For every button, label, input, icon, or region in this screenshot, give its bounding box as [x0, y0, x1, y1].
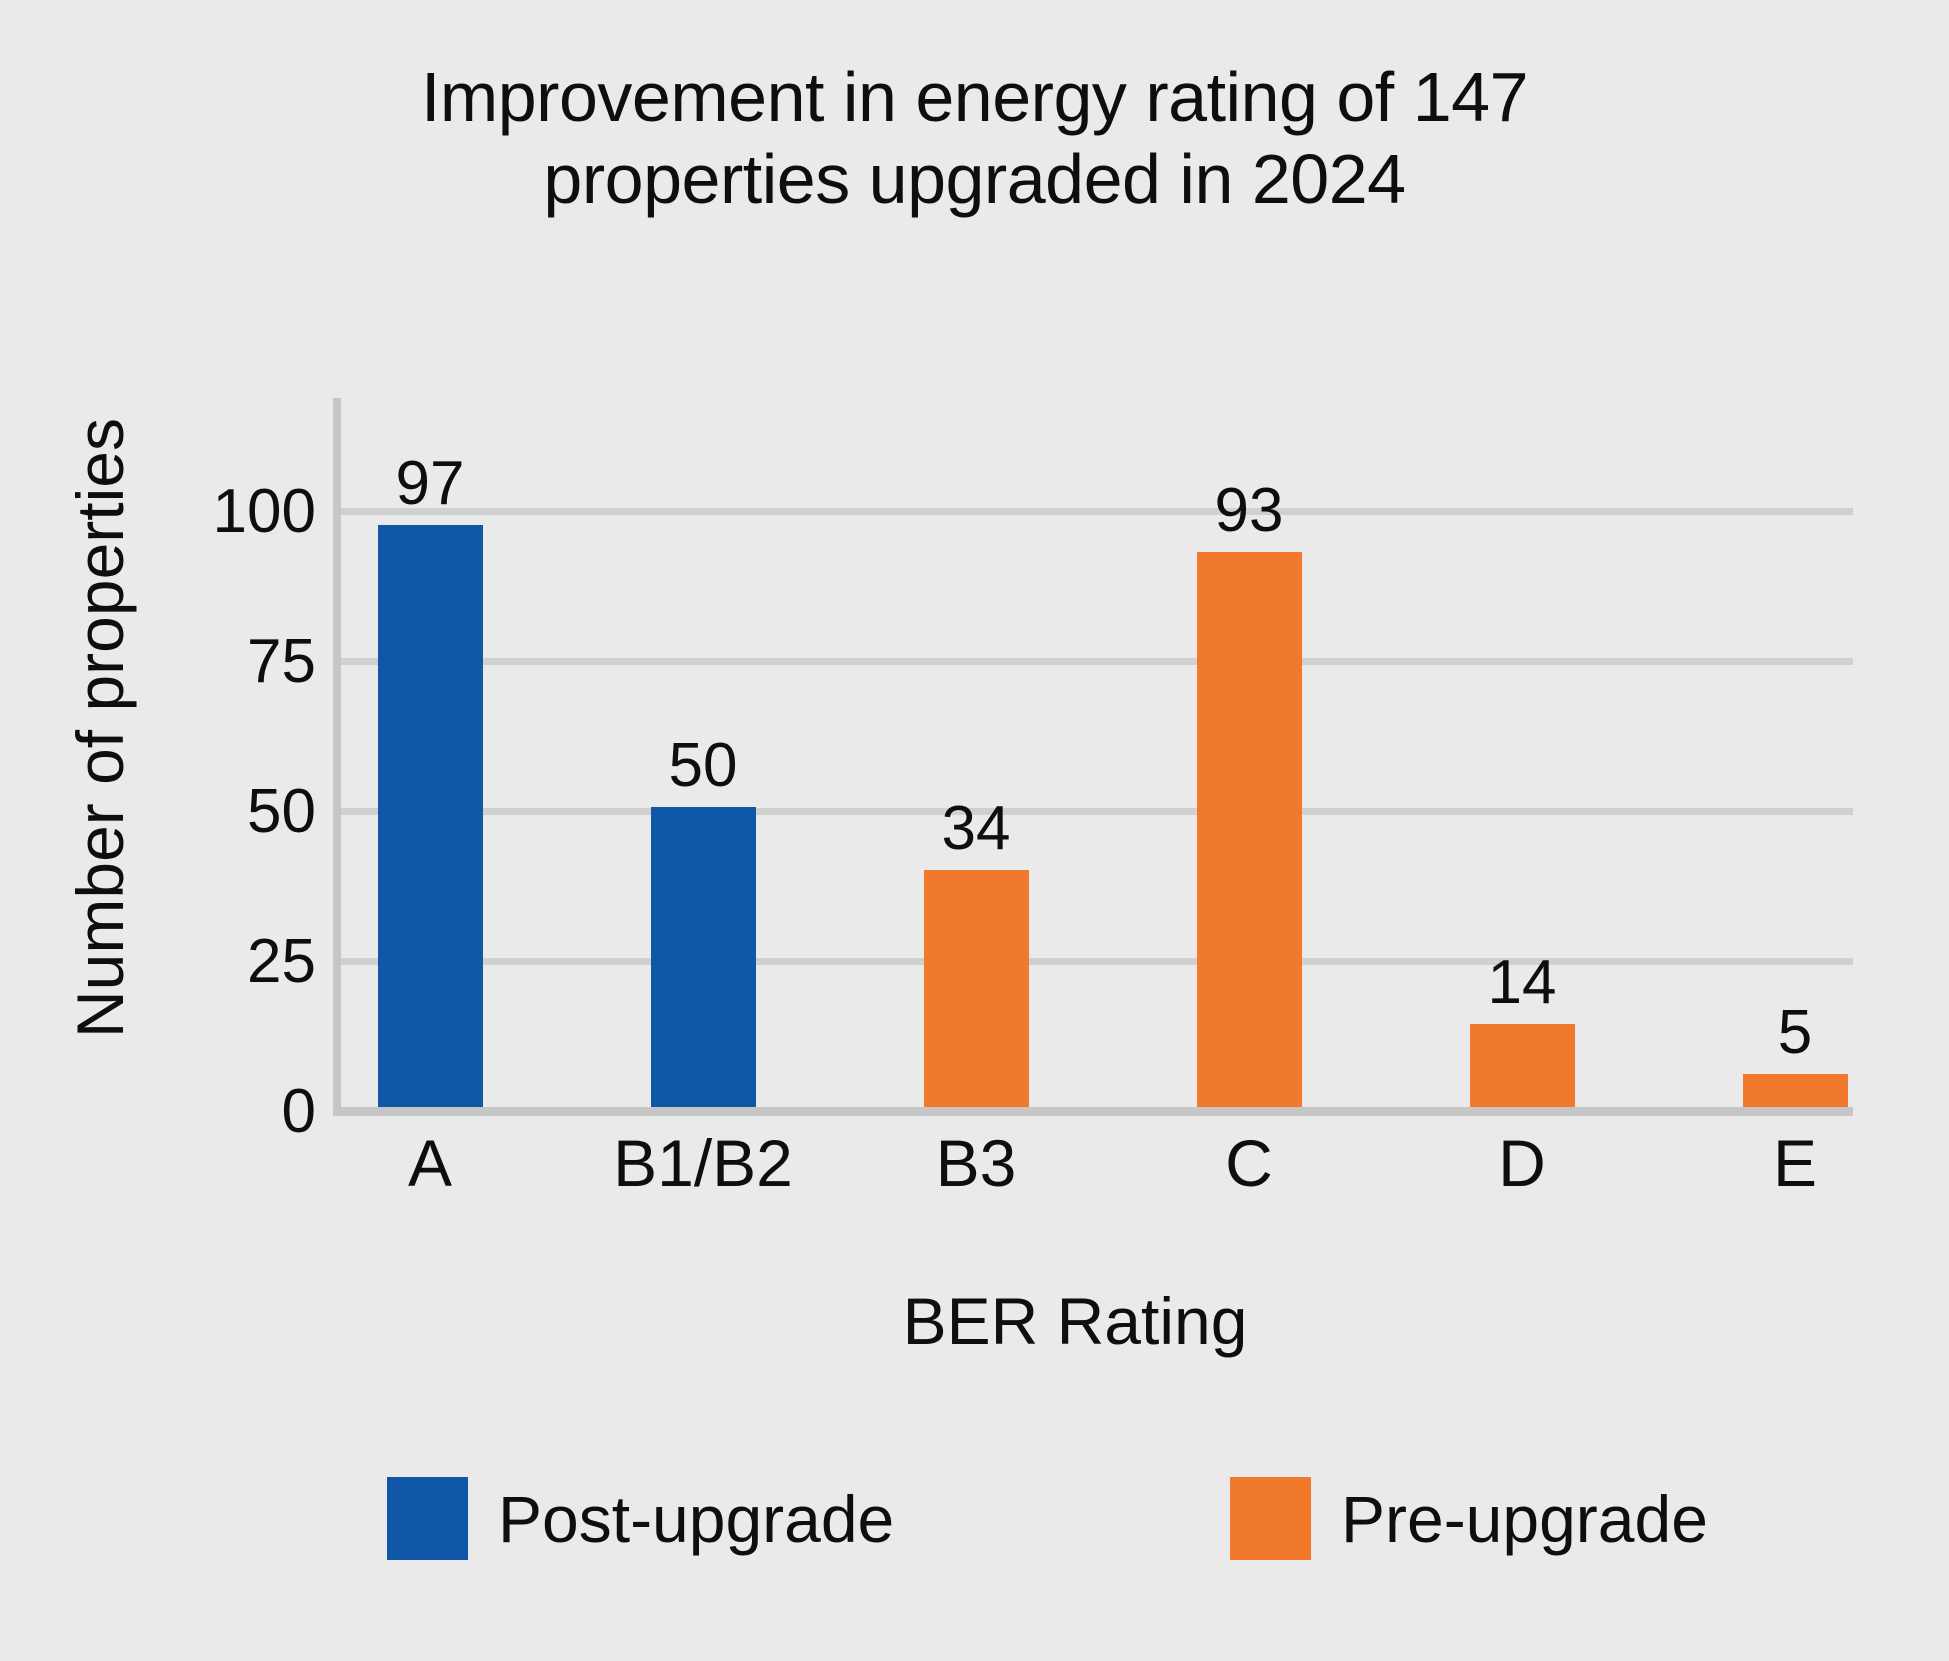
plot-area: 97 50 34 93 14 5 [333, 398, 1853, 1116]
x-tick-label: B3 [935, 1126, 1017, 1200]
bar [1196, 552, 1302, 1107]
chart-title-line2: properties upgraded in 2024 [543, 140, 1406, 218]
bar-value-label: 34 [941, 794, 1011, 863]
y-tick-label: 50 [247, 776, 316, 846]
y-tick-label: 100 [212, 476, 316, 546]
bar-value-label: 5 [1777, 998, 1813, 1067]
legend-swatch-post-upgrade [387, 1477, 468, 1560]
x-tick-label: B1/B2 [613, 1126, 793, 1200]
bar-value-label: 97 [395, 449, 465, 518]
legend-item-pre-upgrade: Pre-upgrade [1230, 1477, 1708, 1560]
bar-value-label: 50 [668, 731, 738, 800]
bar [923, 870, 1029, 1107]
gridline [341, 808, 1853, 815]
bar [1469, 1024, 1575, 1107]
chart-title: Improvement in energy rating of 147 prop… [0, 56, 1949, 220]
y-tick-label: 25 [247, 926, 316, 996]
bar [377, 525, 483, 1107]
legend-swatch-pre-upgrade [1230, 1477, 1311, 1560]
chart-title-line1: Improvement in energy rating of 147 [420, 58, 1529, 136]
bar [650, 807, 756, 1107]
bar-value-label: 93 [1214, 476, 1284, 545]
legend-label-post-upgrade: Post-upgrade [498, 1481, 895, 1556]
x-axis-title: BER Rating [902, 1284, 1248, 1358]
gridline [341, 658, 1853, 665]
x-tick-label: A [407, 1126, 453, 1200]
bar-value-label: 14 [1487, 948, 1557, 1018]
y-tick-label: 0 [281, 1076, 316, 1146]
legend-item-post-upgrade: Post-upgrade [387, 1477, 894, 1560]
gridline [341, 508, 1853, 515]
bar [1742, 1074, 1848, 1107]
x-tick-label: E [1772, 1126, 1818, 1200]
x-tick-label: C [1225, 1126, 1273, 1200]
y-tick-label: 75 [247, 626, 316, 696]
gridline [341, 958, 1853, 965]
x-tick-label: D [1498, 1126, 1546, 1200]
legend-label-pre-upgrade: Pre-upgrade [1341, 1481, 1708, 1556]
